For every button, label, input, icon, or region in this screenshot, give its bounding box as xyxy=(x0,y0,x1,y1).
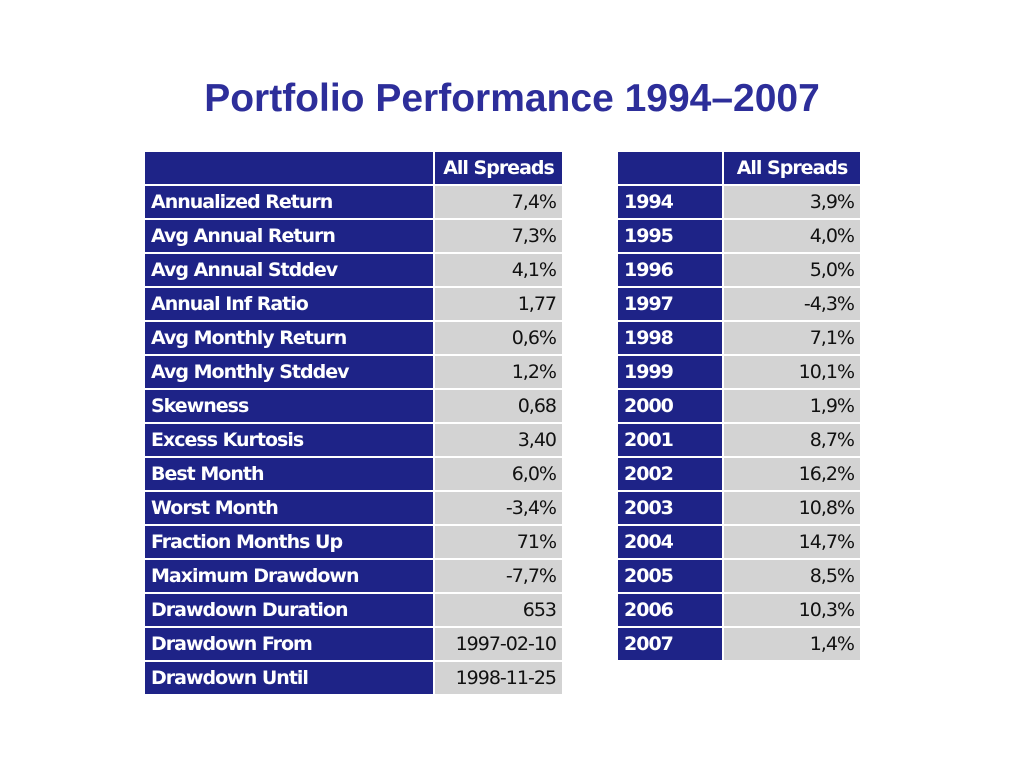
row-value: 1998-11-25 xyxy=(433,662,562,696)
table-row: Avg Monthly Stddev 1,2% xyxy=(145,356,562,390)
row-label: 2000 xyxy=(618,390,722,424)
row-value: 1,2% xyxy=(433,356,562,390)
row-label: Drawdown From xyxy=(145,628,433,662)
row-value: 1,77 xyxy=(433,288,562,322)
row-label: Avg Monthly Return xyxy=(145,322,433,356)
row-value: -7,7% xyxy=(433,560,562,594)
table-row: Annualized Return 7,4% xyxy=(145,186,562,220)
row-value: 8,5% xyxy=(722,560,860,594)
header-blank-cell xyxy=(618,152,722,186)
table-row: 2000 1,9% xyxy=(618,390,860,424)
row-value: 5,0% xyxy=(722,254,860,288)
row-label: Avg Annual Return xyxy=(145,220,433,254)
row-value: 10,1% xyxy=(722,356,860,390)
table-row: Skewness 0,68 xyxy=(145,390,562,424)
row-label: 1998 xyxy=(618,322,722,356)
table-row: 1999 10,1% xyxy=(618,356,860,390)
row-value: 16,2% xyxy=(722,458,860,492)
row-value: -4,3% xyxy=(722,288,860,322)
row-label: 2002 xyxy=(618,458,722,492)
row-label: 2004 xyxy=(618,526,722,560)
row-label: 1994 xyxy=(618,186,722,220)
table-row: 1997 -4,3% xyxy=(618,288,860,322)
table-row: Maximum Drawdown -7,7% xyxy=(145,560,562,594)
row-value: 4,1% xyxy=(433,254,562,288)
row-value: 7,1% xyxy=(722,322,860,356)
row-label: 2006 xyxy=(618,594,722,628)
column-header: All Spreads xyxy=(433,152,562,186)
table-row: Avg Monthly Return 0,6% xyxy=(145,322,562,356)
row-label: 2003 xyxy=(618,492,722,526)
table-row: 2004 14,7% xyxy=(618,526,860,560)
row-value: 14,7% xyxy=(722,526,860,560)
row-value: 1,4% xyxy=(722,628,860,662)
row-label: Annualized Return xyxy=(145,186,433,220)
table-row: 2002 16,2% xyxy=(618,458,860,492)
row-label: 1995 xyxy=(618,220,722,254)
row-label: Avg Annual Stddev xyxy=(145,254,433,288)
row-label: Avg Monthly Stddev xyxy=(145,356,433,390)
yearly-returns-table: All Spreads 1994 3,9% 1995 4,0% 1996 5,0% 1997… xyxy=(618,152,860,662)
row-label: 2005 xyxy=(618,560,722,594)
row-value: 8,7% xyxy=(722,424,860,458)
table-row: 2005 8,5% xyxy=(618,560,860,594)
row-value: 3,9% xyxy=(722,186,860,220)
row-value: 0,6% xyxy=(433,322,562,356)
row-value: 6,0% xyxy=(433,458,562,492)
table-row: 2006 10,3% xyxy=(618,594,860,628)
row-label: Drawdown Duration xyxy=(145,594,433,628)
row-value: 7,3% xyxy=(433,220,562,254)
table-row: Worst Month -3,4% xyxy=(145,492,562,526)
table-row: Avg Annual Return 7,3% xyxy=(145,220,562,254)
row-label: Excess Kurtosis xyxy=(145,424,433,458)
row-value: 1997-02-10 xyxy=(433,628,562,662)
row-value: 0,68 xyxy=(433,390,562,424)
row-value: 3,40 xyxy=(433,424,562,458)
table-row: Drawdown Until 1998-11-25 xyxy=(145,662,562,696)
row-label: Skewness xyxy=(145,390,433,424)
row-label: Annual Inf Ratio xyxy=(145,288,433,322)
row-label: 1997 xyxy=(618,288,722,322)
table-row: Excess Kurtosis 3,40 xyxy=(145,424,562,458)
row-label: Fraction Months Up xyxy=(145,526,433,560)
row-value: 4,0% xyxy=(722,220,860,254)
table-row: 1995 4,0% xyxy=(618,220,860,254)
table-header-row: All Spreads xyxy=(618,152,860,186)
row-label: 2007 xyxy=(618,628,722,662)
row-label: 1996 xyxy=(618,254,722,288)
row-value: -3,4% xyxy=(433,492,562,526)
row-value: 653 xyxy=(433,594,562,628)
table-row: Fraction Months Up 71% xyxy=(145,526,562,560)
table-row: 1996 5,0% xyxy=(618,254,860,288)
row-label: 1999 xyxy=(618,356,722,390)
table-row: 2001 8,7% xyxy=(618,424,860,458)
table-row: Best Month 6,0% xyxy=(145,458,562,492)
table-row: 2003 10,8% xyxy=(618,492,860,526)
row-value: 71% xyxy=(433,526,562,560)
table-row: 1994 3,9% xyxy=(618,186,860,220)
row-value: 1,9% xyxy=(722,390,860,424)
header-blank-cell xyxy=(145,152,433,186)
table-row: 1998 7,1% xyxy=(618,322,860,356)
table-row: Annual Inf Ratio 1,77 xyxy=(145,288,562,322)
table-row: Drawdown Duration 653 xyxy=(145,594,562,628)
row-label: Drawdown Until xyxy=(145,662,433,696)
table-row: Drawdown From 1997-02-10 xyxy=(145,628,562,662)
row-label: 2001 xyxy=(618,424,722,458)
table-row: Avg Annual Stddev 4,1% xyxy=(145,254,562,288)
row-value: 7,4% xyxy=(433,186,562,220)
row-value: 10,8% xyxy=(722,492,860,526)
row-value: 10,3% xyxy=(722,594,860,628)
row-label: Worst Month xyxy=(145,492,433,526)
row-label: Maximum Drawdown xyxy=(145,560,433,594)
statistics-table: All Spreads Annualized Return 7,4% Avg Ann… xyxy=(145,152,562,696)
column-header: All Spreads xyxy=(722,152,860,186)
table-header-row: All Spreads xyxy=(145,152,562,186)
table-row: 2007 1,4% xyxy=(618,628,860,662)
row-label: Best Month xyxy=(145,458,433,492)
page-title: Portfolio Performance 1994–2007 xyxy=(204,77,820,120)
